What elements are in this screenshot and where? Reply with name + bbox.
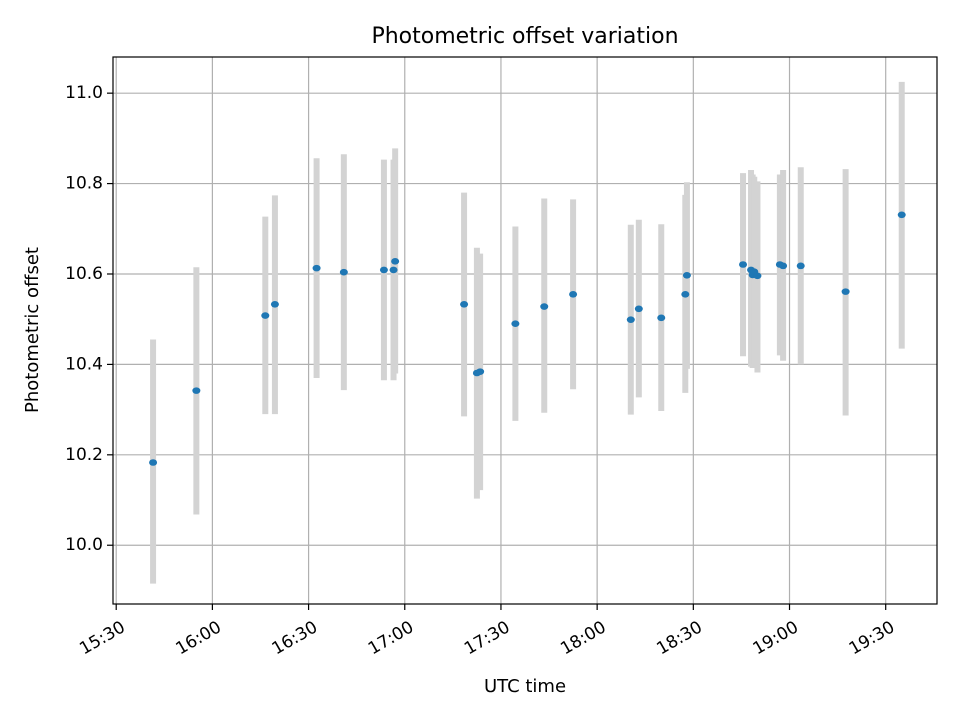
data-point xyxy=(270,300,279,308)
x-tick-label: 17:30 xyxy=(461,617,513,659)
chart-title: Photometric offset variation xyxy=(371,24,678,49)
data-point xyxy=(476,368,485,375)
data-point xyxy=(796,262,805,270)
x-axis-ticks: 15:30 16:00 16:30 17:00 17:30 18:00 18:30 19:00… xyxy=(76,604,898,659)
x-tick-label: 16:00 xyxy=(172,617,224,659)
data-point xyxy=(192,387,201,394)
data-point xyxy=(779,262,788,270)
y-tick-label: 10.8 xyxy=(65,174,103,194)
y-tick-label: 10.4 xyxy=(65,354,103,374)
x-tick-label: 19:00 xyxy=(750,617,802,659)
data-point xyxy=(681,291,690,298)
y-axis-ticks: 10.0 10.2 10.4 10.6 10.8 11.0 xyxy=(65,83,113,555)
x-tick-label: 18:00 xyxy=(557,617,609,659)
data-point xyxy=(511,320,520,328)
x-tick-label: 15:30 xyxy=(76,617,128,659)
plot-area-frame xyxy=(112,56,938,605)
data-point xyxy=(753,272,762,280)
data-point xyxy=(634,305,643,313)
x-axis-label: UTC time xyxy=(484,676,566,697)
y-tick-label: 11.0 xyxy=(65,83,103,103)
x-tick-label: 17:00 xyxy=(365,617,417,659)
data-point xyxy=(312,264,321,272)
data-point xyxy=(389,266,398,274)
data-point xyxy=(460,300,469,308)
y-tick-label: 10.0 xyxy=(65,535,103,555)
data-point xyxy=(569,291,578,298)
y-tick-label: 10.6 xyxy=(65,264,103,284)
data-point xyxy=(657,314,666,322)
data-point xyxy=(379,266,388,274)
data-point xyxy=(149,459,158,466)
data-point xyxy=(261,312,270,319)
grid-lines xyxy=(113,57,937,604)
data-point xyxy=(682,272,691,279)
data-point xyxy=(897,211,906,219)
data-point xyxy=(626,316,635,323)
data-point xyxy=(391,258,400,265)
data-point xyxy=(739,261,748,268)
x-tick-label: 16:30 xyxy=(269,617,321,659)
y-axis-label: Photometric offset xyxy=(22,247,43,413)
x-tick-label: 18:30 xyxy=(653,617,705,659)
y-tick-label: 10.2 xyxy=(65,445,103,465)
data-points xyxy=(149,211,906,466)
data-point xyxy=(540,303,549,310)
data-point xyxy=(339,268,348,276)
x-tick-label: 19:30 xyxy=(846,617,898,659)
data-point xyxy=(841,288,850,295)
